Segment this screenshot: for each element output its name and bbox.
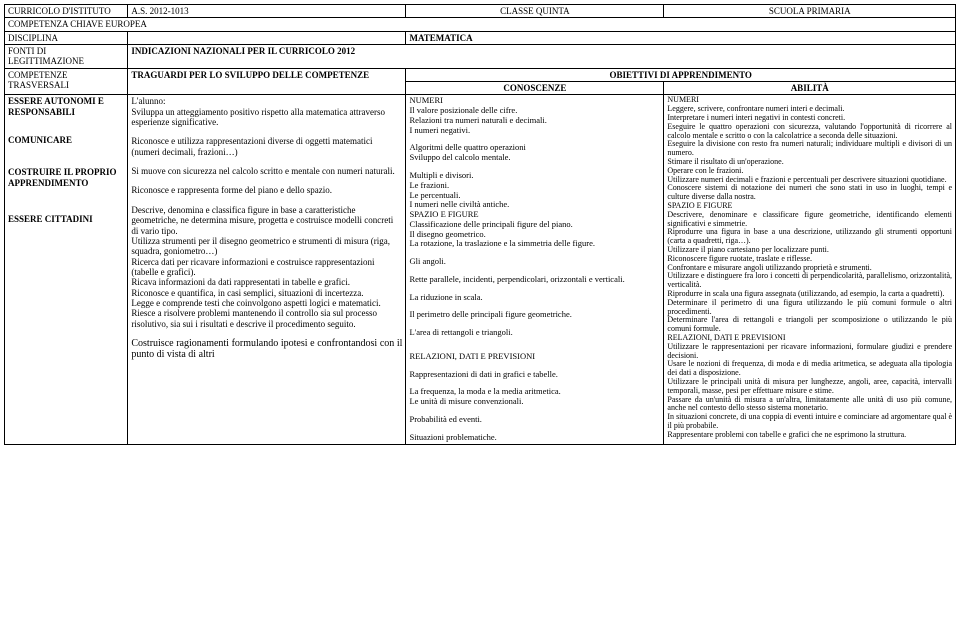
abil-p4: Eseguire la divisione con resto fra nume… [667,140,952,158]
abil-p8: Conoscere sistemi di notazione dei numer… [667,184,952,202]
trasv-autonomi: ESSERE AUTONOMI E RESPONSABILI [8,96,124,117]
con-h3: RELAZIONI, DATI E PREVISIONI [409,352,660,362]
hdr-fonti-val: INDICAZIONI NAZIONALI PER IL CURRICOLO 2… [128,45,956,69]
trag-p2: Riconosce e utilizza rappresentazioni di… [131,136,402,157]
hdr-scuola: SCUOLA PRIMARIA [664,5,956,18]
con-p18: Rappresentazioni di dati in grafici e ta… [409,370,660,380]
content-row: ESSERE AUTONOMI E RESPONSABILI COMUNICAR… [5,95,956,444]
trag-p1: Sviluppa un atteggiamento positivo rispe… [131,107,402,128]
abil-p14: Utilizzare e distinguere fra loro i conc… [667,272,952,290]
abil-p10: Riprodurre una figura in base a una desc… [667,228,952,246]
header-row-3: DISCIPLINA MATEMATICA [5,31,956,44]
hdr-classe: CLASSE QUINTA [406,5,664,18]
trag-p7: Ricerca dati per ricavare informazioni e… [131,257,402,278]
con-p5: Sviluppo del calcolo mentale. [409,153,660,163]
cell-abilita: NUMERI Leggere, scrivere, confrontare nu… [664,95,956,444]
con-p16: Il perimetro delle principali figure geo… [409,310,660,320]
con-p14: Rette parallele, incidenti, perpendicola… [409,275,660,285]
header-row-2: COMPETENZA CHIAVE EUROPEA [5,18,956,31]
cell-trasversali: ESSERE AUTONOMI E RESPONSABILI COMUNICAR… [5,95,128,444]
trag-alunno: L'alunno: [131,96,402,106]
abil-p19: Usare le nozioni di frequenza, di moda e… [667,360,952,378]
trag-p10: Legge e comprende testi che coinvolgono … [131,298,402,308]
trag-p9: Riconosce e quantifica, in casi semplici… [131,288,402,298]
trasv-cittadini: ESSERE CITTADINI [8,214,124,224]
trag-p12: Costruisce ragionamenti formulando ipote… [131,338,402,361]
con-p15: La riduzione in scala. [409,293,660,303]
hdr-anno: A.S. 2012-1013 [128,5,406,18]
abil-p20: Utilizzare le principali unità di misura… [667,378,952,396]
hdr-obiettivi: OBIETTIVI DI APPRENDIMENTO [406,68,956,81]
abil-p9: Descrivere, denominare e classificare fi… [667,211,952,229]
header-row-5: COMPETENZE TRASVERSALI TRAGUARDI PER LO … [5,68,956,81]
header-row-4: FONTI DI LEGITTIMAZIONE INDICAZIONI NAZI… [5,45,956,69]
hdr-fonti-label: FONTI DI LEGITTIMAZIONE [5,45,128,69]
cell-traguardi: L'alunno: Sviluppa un atteggiamento posi… [128,95,406,444]
abil-p23: Rappresentare problemi con tabelle e gra… [667,431,952,440]
abil-p3: Eseguire le quattro operazioni con sicur… [667,123,952,141]
hdr-competenza-chiave: COMPETENZA CHIAVE EUROPEA [5,18,956,31]
abil-p21: Passare da un'unità di misura a un'altra… [667,396,952,414]
trag-p8: Ricava informazioni da dati rappresentat… [131,277,402,287]
trasv-comunicare: COMUNICARE [8,135,124,145]
curriculum-table: CURRICOLO D'ISTITUTO A.S. 2012-1013 CLAS… [4,4,956,445]
cell-conoscenze: NUMERI Il valore posizionale delle cifre… [406,95,664,444]
hdr-matematica: MATEMATICA [406,31,956,44]
abil-p18: Utilizzare le rappresentazioni per ricav… [667,343,952,361]
header-row-1: CURRICOLO D'ISTITUTO A.S. 2012-1013 CLAS… [5,5,956,18]
hdr-curricolo: CURRICOLO D'ISTITUTO [5,5,128,18]
abil-p17: Determinare l'area di rettangoli e trian… [667,316,952,334]
con-p3: I numeri negativi. [409,126,660,136]
con-p17: L'area di rettangoli e triangoli. [409,328,660,338]
trasv-costruire: COSTRUIRE IL PROPRIO APPRENDIMENTO [8,167,124,188]
con-p20: Le unità di misure convenzionali. [409,397,660,407]
trag-p4: Riconosce e rappresenta forme del piano … [131,185,402,195]
hdr-competenze-trasv: COMPETENZE TRASVERSALI [5,68,128,95]
trag-p3: Si muove con sicurezza nel calcolo scrit… [131,166,402,176]
con-p12: La rotazione, la traslazione e la simmet… [409,239,660,249]
hdr-disciplina-blank [128,31,406,44]
con-p21: Probabilità ed eventi. [409,415,660,425]
trag-p6: Utilizza strumenti per il disegno geomet… [131,236,402,257]
abil-p16: Determinare il perimetro di una figura u… [667,299,952,317]
hdr-abilita: ABILITÀ [664,82,956,95]
trag-p11: Riesce a risolvere problemi mantenendo i… [131,308,402,329]
hdr-disciplina-label: DISCIPLINA [5,31,128,44]
con-p13: Gli angoli. [409,257,660,267]
con-p22: Situazioni problematiche. [409,433,660,443]
hdr-conoscenze: CONOSCENZE [406,82,664,95]
abil-p22: In situazioni concrete, di una coppia di… [667,413,952,431]
trag-p5: Descrive, denomina e classifica figure i… [131,205,402,236]
hdr-traguardi: TRAGUARDI PER LO SVILUPPO DELLE COMPETEN… [128,68,406,95]
